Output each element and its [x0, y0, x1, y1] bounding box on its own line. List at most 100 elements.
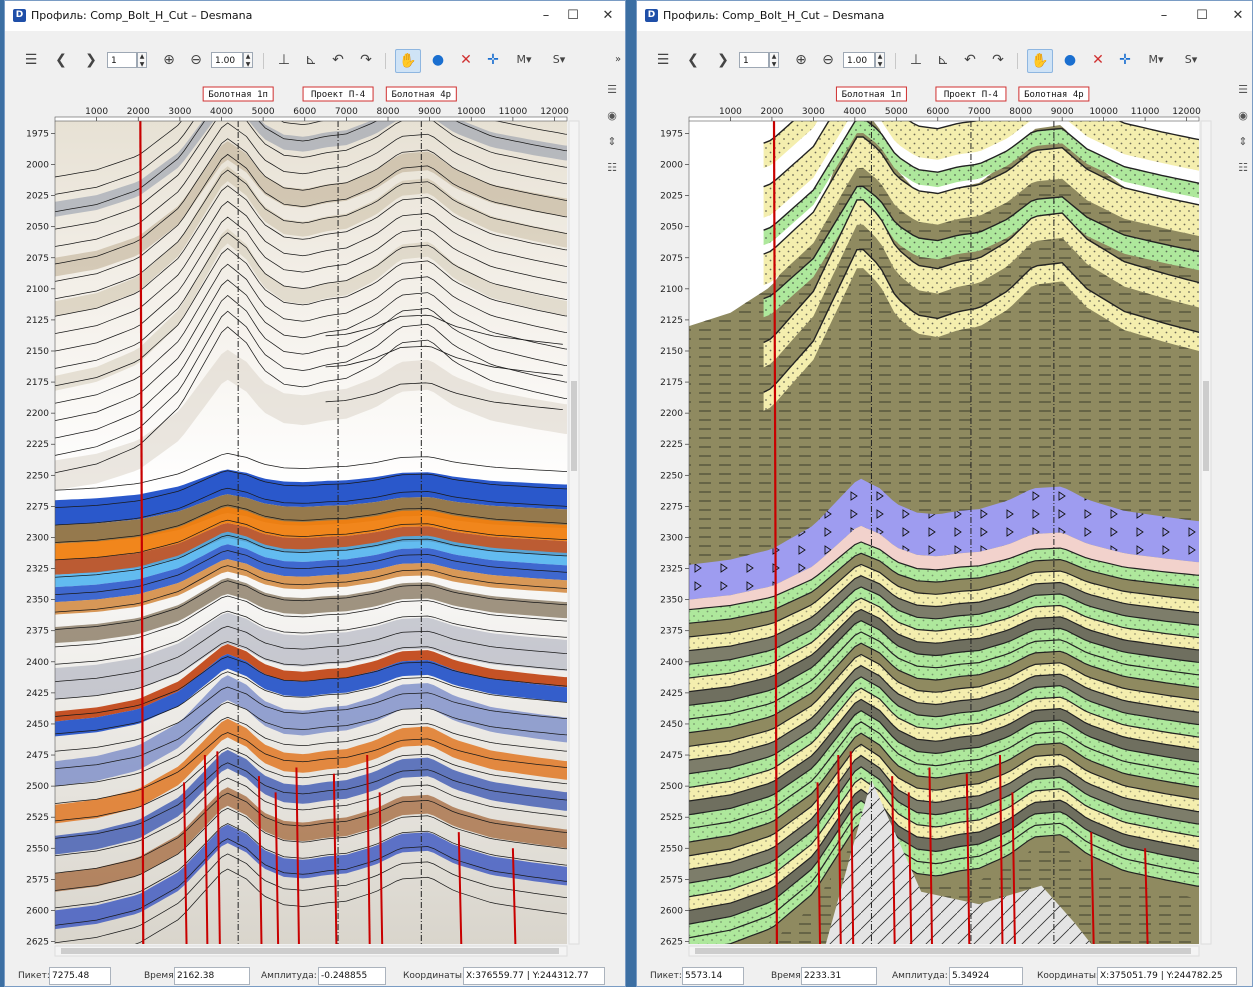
fault-line[interactable] [772, 121, 779, 944]
horizon-line[interactable] [47, 701, 572, 770]
horizon-line[interactable] [681, 676, 1203, 775]
horizon-line[interactable] [47, 107, 572, 230]
horizon-line[interactable] [47, 732, 572, 805]
fault-line[interactable] [183, 782, 188, 944]
horizon-line[interactable] [47, 565, 572, 613]
page-spinner[interactable]: ▲ ▼ [137, 52, 147, 68]
fault-line[interactable] [366, 755, 371, 944]
horizon-line[interactable] [47, 868, 572, 961]
horizon-line[interactable] [681, 653, 1203, 748]
pan-hand-icon[interactable]: ✋ [395, 49, 421, 73]
horizon-line[interactable] [681, 822, 1203, 953]
horizon-line[interactable] [47, 550, 572, 596]
horizon-line[interactable] [681, 799, 1203, 926]
fault-line[interactable] [1090, 832, 1095, 944]
scale-icon[interactable]: ⇕ [1238, 135, 1248, 148]
horizon-line[interactable] [47, 534, 572, 578]
pick-point-icon[interactable]: ● [1063, 52, 1077, 68]
horizon-line[interactable] [47, 216, 572, 353]
horizon-line[interactable] [681, 575, 1203, 652]
fault-line[interactable] [139, 121, 145, 944]
horizon-line[interactable] [47, 279, 572, 422]
fault-line[interactable] [816, 782, 822, 944]
horizon-line[interactable] [47, 153, 572, 283]
fault-line[interactable] [891, 776, 896, 944]
horizon-line[interactable] [47, 263, 572, 405]
horizon-line[interactable] [47, 76, 572, 196]
horizon-line[interactable] [47, 122, 572, 248]
undo-icon[interactable]: ↶ [332, 52, 344, 68]
horizon-line[interactable] [681, 552, 1203, 624]
well-label-box[interactable] [202, 86, 274, 102]
horizon-line[interactable] [47, 762, 572, 839]
scale-icon[interactable]: ⇕ [607, 135, 617, 148]
horizon-line[interactable] [763, 199, 1206, 344]
zoom-in-icon[interactable]: ⊕ [163, 52, 175, 68]
horizon-line[interactable] [47, 504, 572, 543]
zoom-in-icon[interactable]: ⊕ [795, 52, 807, 68]
horizon-line[interactable] [47, 610, 572, 665]
horizon-line[interactable] [47, 580, 572, 630]
horizon-line[interactable] [681, 743, 1203, 857]
horizon-menu-icon[interactable]: M▾ [1148, 53, 1164, 66]
layers-icon[interactable]: ☰ [607, 83, 617, 96]
vertical-scrollbar[interactable] [568, 120, 580, 945]
maximize-button[interactable]: ☐ [1196, 8, 1208, 23]
horizon-line[interactable] [47, 853, 572, 944]
horizon-line[interactable] [681, 642, 1203, 734]
palette-icon[interactable]: ◉ [607, 109, 617, 122]
maximize-button[interactable]: ☐ [567, 8, 579, 23]
horizon-line[interactable] [763, 248, 1206, 393]
horizon-line[interactable] [47, 595, 572, 648]
title-bar[interactable]: D Профиль: Comp_Bolt_H_Cut – Desmana – ☐… [5, 1, 625, 31]
seismic-menu-icon[interactable]: S▾ [552, 53, 566, 66]
pan-hand-icon[interactable]: ✋ [1027, 49, 1053, 73]
horizon-line[interactable] [681, 732, 1203, 843]
flatten-icon[interactable]: ⊥ [277, 52, 291, 68]
horizon-line[interactable] [681, 777, 1203, 898]
zoom-out-icon[interactable]: ⊖ [822, 52, 834, 68]
horizon-line[interactable] [47, 295, 572, 440]
fault-line[interactable] [849, 751, 855, 944]
zoom-input[interactable]: 1.00 [211, 52, 243, 68]
horizon-line[interactable] [47, 716, 572, 787]
horizon-line[interactable] [47, 823, 572, 910]
close-button[interactable]: ✕ [602, 8, 614, 23]
seismic-profile-plot[interactable]: Болотная 1п Проект П-4 Болотная 4р 1000 2000… [5, 1, 626, 961]
page-spinner[interactable]: ▲ ▼ [769, 52, 779, 68]
fault-line[interactable] [457, 832, 463, 944]
unflatten-icon[interactable]: ⊾ [305, 52, 317, 68]
horizon-line[interactable] [47, 671, 572, 735]
vertical-scrollbar[interactable] [1200, 120, 1212, 945]
horizontal-scroll-thumb[interactable] [61, 948, 559, 954]
horizon-line[interactable] [681, 586, 1203, 665]
horizon-line[interactable] [47, 185, 572, 318]
well-label[interactable]: Болотная 1п [208, 90, 268, 100]
horizon-line[interactable] [47, 747, 572, 822]
horizon-line[interactable] [47, 641, 572, 700]
horizon-line[interactable] [47, 453, 572, 491]
settings-list-icon[interactable]: ☷ [607, 161, 617, 174]
horizon-line[interactable] [47, 656, 572, 718]
overflow-icon[interactable]: » [614, 54, 622, 65]
horizon-line[interactable] [763, 118, 1206, 231]
back-icon[interactable]: ❮ [55, 52, 67, 68]
horizon-line[interactable] [47, 60, 572, 178]
fault-line[interactable] [928, 767, 933, 944]
horizon-line[interactable] [47, 470, 572, 508]
seismic-menu-icon[interactable]: S▾ [1184, 53, 1198, 66]
zoom-out-icon[interactable]: ⊖ [190, 52, 202, 68]
horizon-line[interactable] [47, 519, 572, 561]
unflatten-icon[interactable]: ⊾ [937, 52, 949, 68]
well-label-box[interactable] [302, 86, 374, 102]
delete-point-icon[interactable]: ✕ [460, 52, 472, 68]
well-label-box[interactable] [835, 86, 907, 102]
well-label[interactable]: Болотная 4р [1024, 90, 1084, 100]
horizon-line[interactable] [681, 721, 1203, 830]
settings-list-icon[interactable]: ☷ [1238, 161, 1248, 174]
fault-line[interactable] [998, 755, 1004, 944]
crosshair-icon[interactable]: ✛ [487, 52, 499, 68]
crosshair-icon[interactable]: ✛ [1119, 52, 1131, 68]
horizon-line[interactable] [47, 487, 572, 526]
redo-icon[interactable]: ↷ [992, 52, 1004, 68]
